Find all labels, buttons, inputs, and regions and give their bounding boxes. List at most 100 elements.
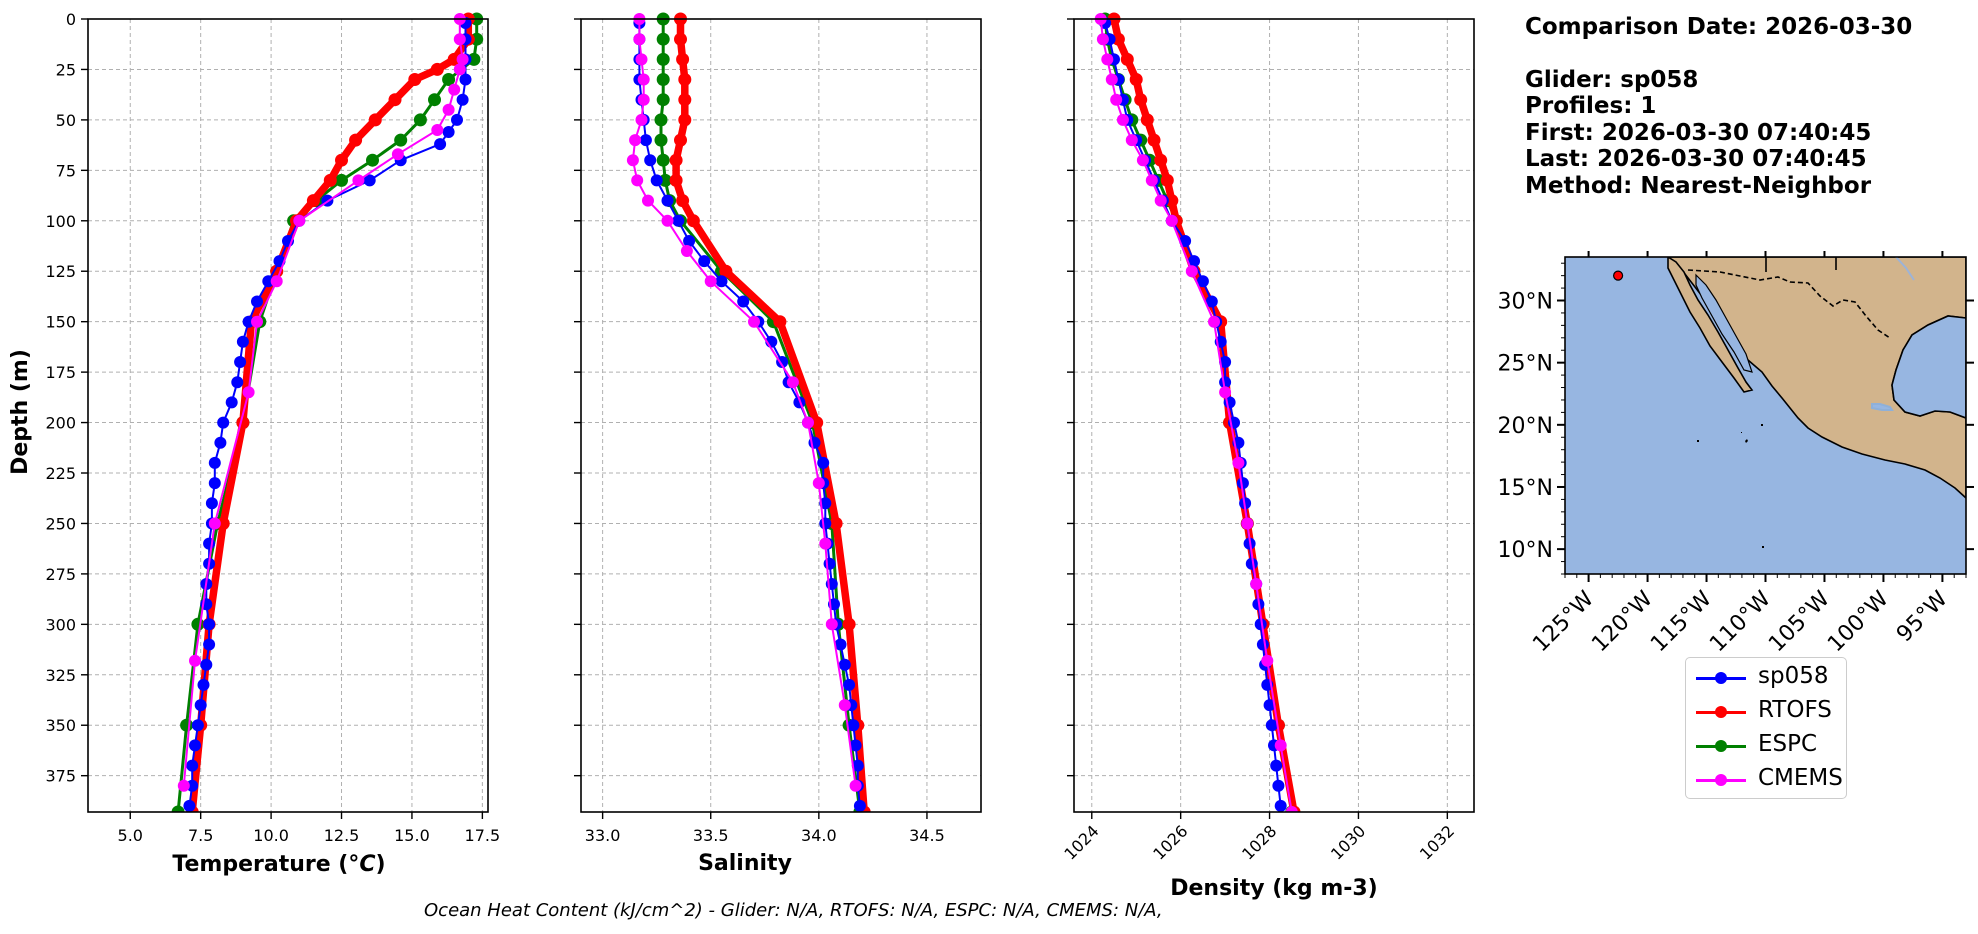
data-point-cmems [1101,53,1114,66]
data-point-espc [654,133,668,147]
map-y-tick-label: 15°N [1498,476,1553,501]
data-point-sp058 [434,138,447,151]
map-y-tick-label: 25°N [1498,352,1553,377]
data-point-sp058 [819,517,832,530]
x-tick-label: 7.5 [188,826,213,845]
data-point-espc [658,173,672,187]
data-point-cmems [189,654,201,667]
y-tick-label: 50 [56,111,76,130]
data-point-espc [413,113,427,127]
data-point-sp058 [1188,255,1200,268]
data-point-sp058 [1179,235,1192,247]
data-point-espc [428,93,441,107]
map-island-3 [1761,424,1763,426]
data-point-sp058 [200,658,213,671]
data-point-cmems [293,214,306,227]
x-tick-label: 1024 [1060,821,1102,863]
series-line-rtofs [672,19,868,812]
data-point-sp058 [1196,275,1209,288]
map-border-us-mexico [1687,269,1891,339]
data-point-cmems [1219,386,1232,399]
data-point-rtofs [676,52,690,66]
data-point-sp058 [242,315,255,328]
data-point-sp058 [456,93,469,106]
data-point-cmems [631,174,644,187]
data-point-sp058 [208,477,221,490]
data-point-cmems [1285,806,1298,812]
data-point-sp058 [262,275,275,288]
data-point-espc [366,153,379,167]
data-point-sp058 [650,174,663,187]
map-land-baja-gulf [1695,273,1753,373]
temperature-panel: 0 25 50 75 100 125 150 175 200 225 250 275 300 325 350… [45,10,500,845]
legend-label-cmems: CMEMS [1758,765,1843,791]
data-point-cmems [786,376,799,389]
data-point-sp058 [715,275,728,288]
data-point-sp058 [834,638,847,651]
x-tick-label: 33.0 [585,826,621,845]
data-point-cmems [1185,265,1198,278]
data-point-cmems [352,174,365,187]
data-point-rtofs [335,153,348,167]
map-land-baja [1667,257,1754,393]
legend-item-cmems: CMEMS [1686,763,1846,797]
map-y-tick-label: 30°N [1498,290,1553,315]
data-point-cmems [825,618,838,631]
data-point-sp058 [1263,699,1276,712]
map-land-gulf-fill [1891,315,1966,419]
data-point-rtofs [1140,113,1154,127]
data-point-cmems [637,93,650,106]
data-point-espc [180,718,194,732]
x-tick-label: 34.0 [801,826,837,845]
data-point-sp058 [194,699,207,712]
x-tick-label: 1026 [1149,821,1191,863]
data-point-cmems [633,33,646,46]
data-point-cmems [637,73,650,86]
data-point-rtofs [368,113,382,127]
data-point-cmems [1096,33,1109,46]
y-tick-label: 175 [45,363,76,382]
profiles-count: Profiles: 1 [1525,93,1657,119]
data-point-rtofs [1129,73,1143,86]
data-point-cmems [1145,174,1158,187]
series-group [171,12,484,812]
data-point-rtofs [1160,173,1174,187]
data-point-cmems [251,315,263,328]
data-point-sp058 [234,356,247,368]
data-point-sp058 [363,174,376,187]
data-point-sp058 [847,719,860,732]
comparison-date: Comparison Date: 2026-03-30 [1525,14,1913,40]
legend-label-rtofs: RTOFS [1758,697,1832,723]
y-tick-label: 125 [45,262,76,281]
data-point-sp058 [819,497,832,510]
data-point-cmems [1105,73,1118,86]
data-point-sp058 [849,739,862,752]
data-point-rtofs [773,315,787,329]
data-point-sp058 [214,436,227,449]
legend: sp058 RTOFS ESPC CMEMS [1685,657,1847,799]
data-point-sp058 [1256,638,1269,651]
x-tick-label: 15.0 [394,826,430,845]
legend-item-rtofs: RTOFS [1686,695,1846,729]
method: Method: Nearest-Neighbor [1525,172,1872,199]
data-point-sp058 [1236,477,1249,490]
data-point-sp058 [661,194,674,207]
data-point-cmems [1165,214,1178,227]
axes-frame [1073,18,1475,813]
data-point-cmems [704,275,717,288]
data-point-espc [656,153,670,167]
data-point-cmems [635,113,648,126]
series-line-sp058 [638,23,861,807]
data-point-rtofs [842,617,856,631]
data-point-espc [394,133,408,147]
data-point-espc [656,52,670,66]
y-tick-label: 200 [45,414,76,433]
legend-label-espc: ESPC [1758,731,1818,757]
data-point-sp058 [225,396,238,409]
data-point-rtofs [1111,32,1125,46]
map-x-tick-label: 125°W [1528,586,1599,657]
ocean-heat-content-footer: Ocean Heat Content (kJ/cm^2) - Glider: N… [424,900,1163,921]
data-point-sp058 [186,759,199,772]
series-line-sp058 [188,23,467,807]
data-point-cmems [177,779,190,792]
